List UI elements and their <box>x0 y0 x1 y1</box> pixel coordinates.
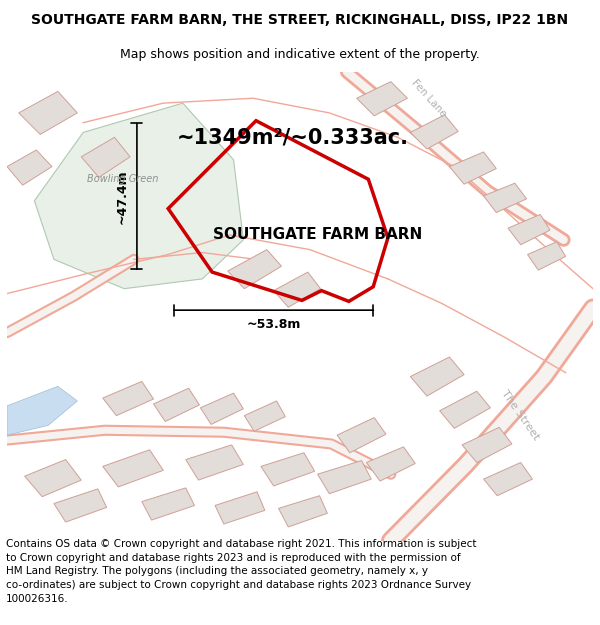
Polygon shape <box>7 150 52 185</box>
Polygon shape <box>215 492 265 524</box>
Polygon shape <box>410 357 464 396</box>
Polygon shape <box>7 386 77 435</box>
Polygon shape <box>142 488 194 520</box>
Polygon shape <box>154 388 199 421</box>
Polygon shape <box>462 428 512 462</box>
Polygon shape <box>508 214 550 245</box>
Polygon shape <box>484 462 532 496</box>
Text: SOUTHGATE FARM BARN: SOUTHGATE FARM BARN <box>213 228 422 242</box>
Polygon shape <box>440 391 490 428</box>
Polygon shape <box>337 418 386 452</box>
Text: SOUTHGATE FARM BARN, THE STREET, RICKINGHALL, DISS, IP22 1BN: SOUTHGATE FARM BARN, THE STREET, RICKING… <box>31 13 569 27</box>
Text: The Street: The Street <box>499 389 541 442</box>
Polygon shape <box>103 381 154 416</box>
Polygon shape <box>484 183 527 213</box>
Polygon shape <box>367 447 415 481</box>
Polygon shape <box>200 393 244 424</box>
Polygon shape <box>244 401 286 431</box>
Text: Map shows position and indicative extent of the property.: Map shows position and indicative extent… <box>120 48 480 61</box>
Polygon shape <box>527 242 566 270</box>
Polygon shape <box>274 272 320 308</box>
Polygon shape <box>186 445 244 480</box>
Text: Contains OS data © Crown copyright and database right 2021. This information is : Contains OS data © Crown copyright and d… <box>6 539 476 604</box>
Polygon shape <box>317 461 371 494</box>
Polygon shape <box>81 138 130 178</box>
Polygon shape <box>34 103 244 289</box>
Polygon shape <box>103 450 163 487</box>
Text: ~1349m²/~0.333ac.: ~1349m²/~0.333ac. <box>177 127 409 148</box>
Polygon shape <box>356 82 407 116</box>
Polygon shape <box>228 249 281 289</box>
Polygon shape <box>449 152 496 184</box>
Polygon shape <box>278 496 328 527</box>
Text: Fen Lane: Fen Lane <box>410 78 448 119</box>
Text: ~47.4m: ~47.4m <box>116 169 129 224</box>
Text: ~53.8m: ~53.8m <box>247 318 301 331</box>
Polygon shape <box>19 91 77 134</box>
Text: Bowling Green: Bowling Green <box>86 174 158 184</box>
Polygon shape <box>54 489 107 522</box>
Polygon shape <box>410 115 458 149</box>
Polygon shape <box>261 452 314 486</box>
Polygon shape <box>25 459 81 497</box>
